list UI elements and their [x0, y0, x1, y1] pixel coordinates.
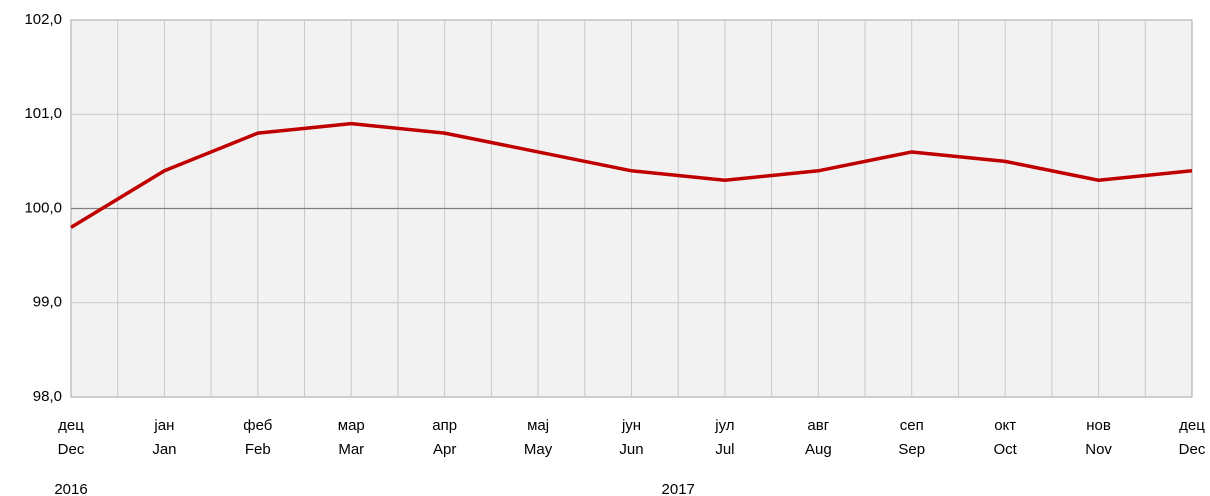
- x-tick-label: окт: [994, 417, 1016, 434]
- x-tick-label: апр: [432, 417, 457, 434]
- y-tick-label: 100,0: [24, 199, 62, 216]
- x-tick-label: May: [524, 441, 553, 458]
- y-tick-label: 102,0: [24, 11, 62, 28]
- x-tick-label: Oct: [993, 441, 1017, 458]
- y-tick-label: 98,0: [33, 388, 62, 405]
- x-tick-label: нов: [1086, 417, 1111, 434]
- x-tick-label: Feb: [245, 441, 271, 458]
- x-tick-label: Aug: [805, 441, 832, 458]
- data-line: [70, 121, 1193, 229]
- year-label: 2017: [662, 481, 695, 496]
- x-tick-label: Sep: [898, 441, 925, 458]
- x-tick-label: мај: [527, 417, 549, 434]
- x-tick-label: Dec: [58, 441, 85, 458]
- x-tick-label: дец: [58, 417, 84, 434]
- x-tick-label: дец: [1179, 417, 1205, 434]
- x-tick-label: мар: [338, 417, 365, 434]
- x-tick-label: Mar: [338, 441, 364, 458]
- y-tick-label: 101,0: [24, 105, 62, 122]
- x-tick-label: Jan: [152, 441, 176, 458]
- year-label: 2016: [54, 481, 87, 496]
- x-tick-label: Jun: [619, 441, 643, 458]
- x-tick-label: јул: [714, 417, 734, 434]
- y-tick-label: 99,0: [33, 294, 62, 311]
- x-tick-label: Dec: [1179, 441, 1206, 458]
- x-tick-label: авг: [807, 417, 829, 434]
- x-tick-label: феб: [243, 417, 272, 434]
- x-tick-label: Jul: [715, 441, 734, 458]
- x-tick-label: јун: [621, 417, 641, 434]
- x-tick-label: сеп: [900, 417, 924, 434]
- x-tick-label: Nov: [1085, 441, 1112, 458]
- x-tick-label: Apr: [433, 441, 456, 458]
- x-tick-label: јан: [153, 417, 174, 434]
